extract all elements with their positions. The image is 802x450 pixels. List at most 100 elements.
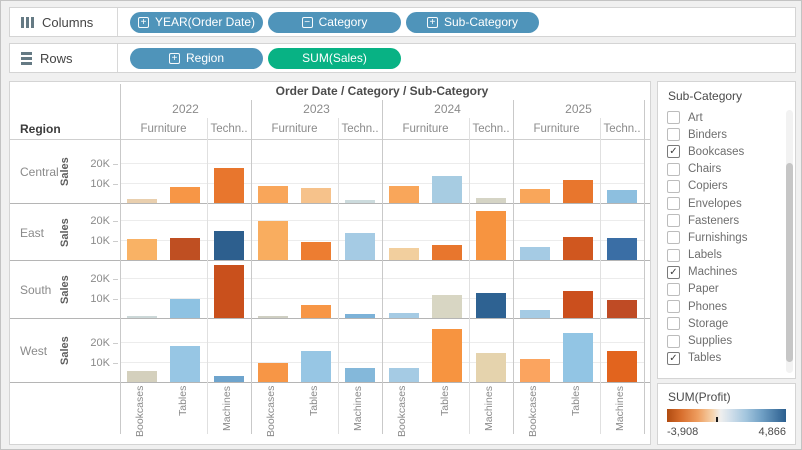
y-tick-mark bbox=[113, 299, 118, 300]
pill-region[interactable]: + Region bbox=[130, 47, 263, 69]
filter-scrollbar-thumb[interactable] bbox=[786, 162, 793, 363]
bar-east-2024-tables[interactable] bbox=[432, 245, 463, 261]
filter-item-copiers[interactable]: Copiers bbox=[658, 178, 785, 195]
bar-west-2023-tables[interactable] bbox=[301, 351, 332, 383]
filter-item-chairs[interactable]: Chairs bbox=[658, 161, 785, 178]
filter-item-supplies[interactable]: Supplies bbox=[658, 332, 785, 349]
filter-item-art[interactable]: Art bbox=[658, 109, 785, 126]
filter-item-machines[interactable]: ✓ Machines bbox=[658, 264, 785, 281]
checkbox-machines[interactable]: ✓ bbox=[667, 265, 680, 279]
bar-central-2022-machines[interactable] bbox=[214, 168, 244, 204]
checkbox-fasteners[interactable] bbox=[667, 214, 680, 228]
bar-central-2025-bookcases[interactable] bbox=[519, 189, 550, 204]
bar-east-2022-bookcases[interactable] bbox=[126, 239, 157, 261]
x-label-bookcases-2025: Bookcases bbox=[526, 386, 539, 438]
bar-south-2022-bookcases[interactable] bbox=[126, 316, 157, 319]
bar-south-2022-machines[interactable] bbox=[214, 265, 244, 319]
filter-item-tables[interactable]: ✓ Tables bbox=[658, 350, 785, 367]
bar-west-2023-bookcases[interactable] bbox=[257, 363, 288, 383]
filter-item-labels[interactable]: Labels bbox=[658, 247, 785, 264]
bar-central-2023-bookcases[interactable] bbox=[257, 186, 288, 204]
bar-south-2025-tables[interactable] bbox=[563, 291, 594, 319]
checkbox-chairs[interactable] bbox=[667, 162, 680, 176]
columns-shelf: Columns + YEAR(Order Date) − Category + Sub-C… bbox=[9, 7, 796, 37]
checkbox-phones[interactable] bbox=[667, 300, 680, 314]
bar-south-2023-bookcases[interactable] bbox=[257, 316, 288, 319]
bar-central-2025-tables[interactable] bbox=[563, 180, 594, 204]
bar-west-2022-machines[interactable] bbox=[214, 376, 244, 383]
bar-central-2022-bookcases[interactable] bbox=[126, 199, 157, 204]
checkbox-supplies[interactable] bbox=[667, 334, 680, 348]
bar-central-2024-machines[interactable] bbox=[476, 198, 506, 204]
checkbox-labels[interactable] bbox=[667, 248, 680, 262]
bar-east-2025-machines[interactable] bbox=[607, 238, 637, 261]
bar-south-2025-bookcases[interactable] bbox=[519, 310, 550, 319]
bar-east-2024-machines[interactable] bbox=[476, 211, 506, 261]
checkbox-envelopes[interactable] bbox=[667, 197, 680, 211]
filter-item-fasteners[interactable]: Fasteners bbox=[658, 212, 785, 229]
pill-sub-category[interactable]: + Sub-Category bbox=[406, 11, 539, 33]
columns-shelf-text: Columns bbox=[42, 14, 94, 30]
checkbox-binders[interactable] bbox=[667, 128, 680, 142]
bar-central-2024-tables[interactable] bbox=[432, 176, 463, 204]
checkbox-bookcases[interactable]: ✓ bbox=[667, 145, 680, 159]
checkbox-storage[interactable] bbox=[667, 317, 680, 331]
filter-item-envelopes[interactable]: Envelopes bbox=[658, 195, 785, 212]
bar-south-2025-machines[interactable] bbox=[607, 300, 637, 319]
bar-east-2023-machines[interactable] bbox=[345, 233, 375, 261]
plot-right-border bbox=[644, 100, 645, 434]
bar-central-2022-tables[interactable] bbox=[170, 187, 201, 204]
category-divider bbox=[600, 118, 601, 434]
filter-item-furnishings[interactable]: Furnishings bbox=[658, 229, 785, 246]
bar-east-2022-machines[interactable] bbox=[214, 231, 244, 261]
rows-shelf-label: Rows bbox=[10, 44, 118, 72]
expand-icon[interactable]: + bbox=[168, 52, 180, 64]
checkbox-copiers[interactable] bbox=[667, 179, 680, 193]
bar-west-2024-bookcases[interactable] bbox=[388, 368, 419, 383]
filter-item-binders[interactable]: Binders bbox=[658, 126, 785, 143]
bar-east-2022-tables[interactable] bbox=[170, 238, 201, 261]
bar-south-2022-tables[interactable] bbox=[170, 299, 201, 319]
bar-south-2024-tables[interactable] bbox=[432, 295, 463, 319]
pill-year-order-date[interactable]: + YEAR(Order Date) bbox=[130, 11, 263, 33]
filter-scrollbar[interactable] bbox=[786, 110, 793, 373]
pill-category[interactable]: − Category bbox=[268, 11, 401, 33]
bar-west-2025-bookcases[interactable] bbox=[519, 359, 550, 383]
filter-item-paper[interactable]: Paper bbox=[658, 281, 785, 298]
bar-west-2023-machines[interactable] bbox=[345, 368, 375, 383]
checkbox-tables[interactable]: ✓ bbox=[667, 351, 680, 365]
checkbox-paper[interactable] bbox=[667, 282, 680, 296]
collapse-icon[interactable]: − bbox=[301, 16, 313, 28]
bar-east-2024-bookcases[interactable] bbox=[388, 248, 419, 261]
bar-south-2024-machines[interactable] bbox=[476, 293, 506, 319]
profit-color-ramp[interactable] bbox=[667, 409, 786, 422]
expand-icon[interactable]: + bbox=[137, 16, 149, 28]
bar-central-2023-tables[interactable] bbox=[301, 188, 332, 204]
pill-label: YEAR(Order Date) bbox=[154, 15, 256, 29]
bar-central-2024-bookcases[interactable] bbox=[388, 186, 419, 204]
bar-south-2023-tables[interactable] bbox=[301, 305, 332, 319]
bar-west-2025-tables[interactable] bbox=[563, 333, 594, 383]
bar-east-2023-tables[interactable] bbox=[301, 242, 332, 261]
bar-east-2023-bookcases[interactable] bbox=[257, 221, 288, 261]
bar-east-2025-bookcases[interactable] bbox=[519, 247, 550, 261]
bar-west-2025-machines[interactable] bbox=[607, 351, 637, 383]
legend-labels: -3,908 4,866 bbox=[667, 426, 786, 438]
bar-east-2025-tables[interactable] bbox=[563, 237, 594, 261]
bar-west-2022-bookcases[interactable] bbox=[126, 371, 157, 383]
bar-central-2023-machines[interactable] bbox=[345, 200, 375, 204]
filter-item-bookcases[interactable]: ✓ Bookcases bbox=[658, 143, 785, 160]
filter-item-storage[interactable]: Storage bbox=[658, 315, 785, 332]
filter-item-phones[interactable]: Phones bbox=[658, 298, 785, 315]
checkbox-art[interactable] bbox=[667, 111, 680, 125]
expand-icon[interactable]: + bbox=[426, 16, 438, 28]
bar-south-2023-machines[interactable] bbox=[345, 314, 375, 319]
bar-west-2024-machines[interactable] bbox=[476, 353, 506, 383]
bar-west-2022-tables[interactable] bbox=[170, 346, 201, 383]
bar-south-2024-bookcases[interactable] bbox=[388, 313, 419, 319]
bar-central-2025-machines[interactable] bbox=[607, 190, 637, 204]
checkbox-furnishings[interactable] bbox=[667, 231, 680, 245]
y-tick-label-20K: 20K bbox=[90, 337, 110, 349]
pill-sum-sales[interactable]: SUM(Sales) bbox=[268, 47, 401, 69]
bar-west-2024-tables[interactable] bbox=[432, 329, 463, 383]
